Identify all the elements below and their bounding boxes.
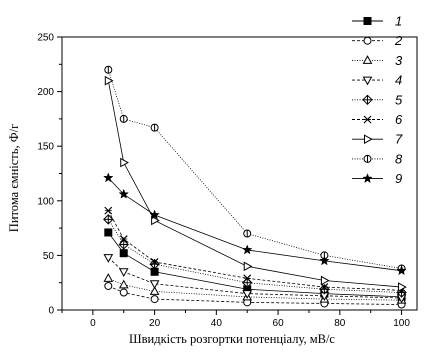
data-point [150, 295, 159, 304]
data-point [320, 283, 329, 291]
data-point [119, 288, 128, 297]
series-line [107, 210, 402, 291]
legend-item: 6 [352, 112, 403, 127]
y-tick-label: 150 [37, 142, 54, 153]
series-7 [104, 75, 407, 292]
data-point [103, 254, 114, 263]
data-point [118, 268, 129, 278]
y-tick-label: 250 [37, 33, 54, 44]
data-point [319, 255, 330, 266]
series-5 [103, 214, 407, 298]
legend: 1 2 3 4 5 6 7 8 9 [352, 14, 403, 186]
data-point [149, 209, 160, 220]
data-point [104, 228, 113, 237]
x-tick-label: 80 [334, 318, 346, 329]
data-point [120, 157, 129, 168]
x-tick-label: 20 [149, 318, 161, 329]
x-axis-title: Швидкість розгортки потенціалу, мВ/с [129, 332, 335, 346]
legend-marker [364, 134, 373, 145]
data-point [119, 114, 128, 123]
data-point [243, 274, 252, 283]
x-tick-label: 40 [211, 318, 223, 329]
legend-item: 7 [352, 132, 403, 147]
data-point [104, 75, 114, 86]
legend-marker [362, 55, 373, 64]
data-point [320, 275, 330, 286]
series-1 [104, 228, 406, 301]
data-point [150, 123, 159, 132]
legend-marker [362, 173, 373, 184]
series-9 [103, 172, 407, 276]
legend-item: 4 [352, 73, 402, 88]
data-point [118, 279, 129, 289]
series-line [107, 69, 402, 269]
legend-item: 3 [352, 53, 403, 68]
legend-marker [363, 115, 372, 124]
data-point [104, 281, 113, 290]
series-line [108, 285, 402, 305]
data-point [243, 229, 252, 238]
x-tick-label: 60 [273, 318, 285, 329]
series-line [107, 219, 402, 293]
legend-item: 2 [352, 33, 403, 48]
y-tick-label: 200 [37, 87, 54, 98]
series-group [103, 65, 407, 309]
data-point [398, 282, 407, 292]
legend-marker [363, 17, 372, 25]
legend-label: 2 [394, 33, 403, 48]
y-axis-title: Питома ємність, Ф/г [7, 124, 21, 232]
legend-marker [362, 76, 373, 86]
y-tick-label: 100 [37, 196, 54, 207]
data-point [241, 244, 253, 255]
y-tick-label: 50 [43, 251, 55, 262]
data-point [104, 206, 113, 215]
data-point [242, 290, 253, 299]
y-tick-label: 0 [48, 306, 54, 317]
data-point [118, 239, 129, 250]
legend-item: 9 [352, 171, 402, 186]
data-point [149, 286, 160, 295]
legend-label: 6 [395, 112, 403, 127]
data-point [149, 258, 160, 270]
x-tick-label: 0 [90, 318, 96, 329]
data-point [149, 280, 160, 290]
series-6 [104, 206, 406, 295]
legend-marker [363, 36, 372, 45]
axes: 0 20 40 60 80 100 0 50 100 150 200 250 [37, 33, 418, 329]
series-line [108, 177, 402, 272]
series-8 [104, 65, 406, 273]
data-point [243, 261, 253, 272]
data-point [103, 172, 114, 183]
data-point [104, 65, 113, 74]
data-point [119, 235, 128, 243]
legend-item: 1 [352, 14, 402, 29]
series-4 [103, 254, 407, 304]
legend-label: 3 [395, 53, 403, 68]
data-point [118, 188, 129, 199]
legend-label: 9 [395, 171, 402, 186]
data-point [396, 265, 407, 276]
legend-item: 8 [352, 151, 403, 166]
legend-label: 5 [395, 92, 403, 107]
x-tick-label: 100 [393, 318, 410, 329]
legend-label: 1 [395, 14, 402, 29]
legend-label: 4 [395, 73, 402, 88]
series-line [107, 80, 402, 288]
data-point [151, 215, 160, 226]
legend-label: 8 [395, 151, 403, 166]
data-point [103, 273, 114, 282]
data-point [119, 249, 128, 258]
data-point [103, 214, 114, 225]
legend-label: 7 [395, 132, 403, 147]
legend-marker [363, 154, 372, 163]
data-point [150, 258, 159, 266]
legend-marker [362, 94, 373, 106]
legend-item: 5 [352, 92, 403, 107]
series-3 [103, 273, 407, 304]
